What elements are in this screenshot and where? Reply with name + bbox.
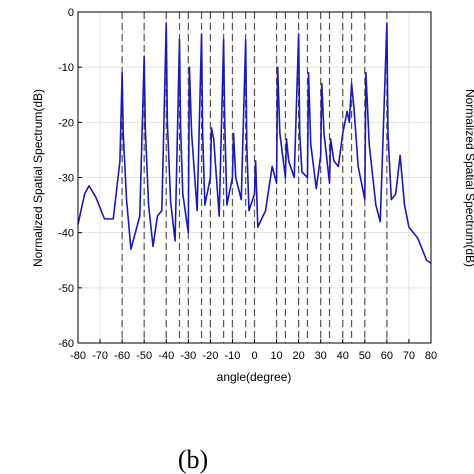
y-tick-label-5: -50 <box>58 283 74 295</box>
series-layer <box>77 22 432 264</box>
y-tick-label-1: -10 <box>58 62 74 74</box>
x-tick-label-11: 30 <box>315 350 327 362</box>
series-line-0 <box>77 22 432 264</box>
x-tick-label-3: -50 <box>136 350 152 362</box>
y-tick-label-3: -30 <box>58 173 74 185</box>
y-axis-label: Normalized Spatial Spectrum(dB) <box>31 89 45 267</box>
x-tick-label-6: -20 <box>202 350 218 362</box>
x-tick-label-8: 0 <box>251 350 257 362</box>
figure-caption: (b) <box>178 445 208 474</box>
x-tick-label-15: 70 <box>403 350 415 362</box>
x-tick-label-4: -40 <box>158 350 174 362</box>
y-tick-label-0: 0 <box>68 7 74 19</box>
y-tick-label-4: -40 <box>58 228 74 240</box>
x-ticks: -80 -70 -60 -50 -40 -30 -20 -10 0 10 20 30 40 50 60 70 8… <box>70 339 437 362</box>
y-tick-label-6: -60 <box>58 338 74 350</box>
x-tick-label-7: -10 <box>224 350 240 362</box>
x-tick-label-16: 80 <box>425 350 437 362</box>
y-tick-label-2: -20 <box>58 117 74 129</box>
x-axis-label: angle(degree) <box>217 370 292 384</box>
y-ticks: 0 -10 -20 -30 -40 -50 -60 <box>58 7 82 350</box>
x-tick-label-13: 50 <box>359 350 371 362</box>
adjacent-panel-y-axis-label: Normalized Spatial Spectrum(dB) <box>463 89 474 267</box>
x-tick-label-2: -60 <box>114 350 130 362</box>
x-tick-label-10: 20 <box>293 350 305 362</box>
x-tick-label-0: -80 <box>70 350 86 362</box>
x-tick-label-12: 40 <box>337 350 349 362</box>
x-tick-label-5: -30 <box>180 350 196 362</box>
x-tick-label-1: -70 <box>92 350 108 362</box>
x-tick-label-9: 10 <box>270 350 282 362</box>
x-tick-label-14: 60 <box>381 350 393 362</box>
